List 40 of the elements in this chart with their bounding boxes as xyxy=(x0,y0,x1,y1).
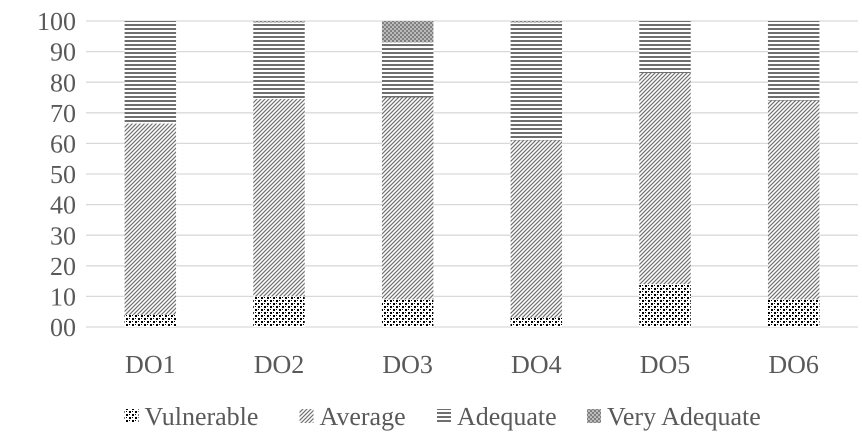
bar xyxy=(253,22,305,100)
y-tick-label: 30 xyxy=(50,221,76,250)
bar xyxy=(768,21,820,101)
y-tick-label: 90 xyxy=(50,38,76,67)
bar xyxy=(639,21,691,74)
bar xyxy=(124,314,176,327)
x-tick-label: DO6 xyxy=(768,350,819,379)
bar xyxy=(768,299,820,327)
x-tick-label: DO3 xyxy=(382,350,433,379)
y-tick-label: 80 xyxy=(50,68,76,98)
x-tick-label: DO2 xyxy=(254,350,304,379)
bar xyxy=(639,73,691,284)
y-tick-label: 20 xyxy=(50,252,76,281)
x-tick-label: DO4 xyxy=(511,350,562,379)
y-tick-label: 40 xyxy=(50,190,76,220)
legend-label: Adequate xyxy=(457,402,557,431)
bar xyxy=(124,124,176,315)
bar xyxy=(768,100,820,300)
y-tick-label: 10 xyxy=(50,282,76,312)
bar xyxy=(253,99,305,296)
bar xyxy=(382,42,434,98)
bar xyxy=(510,318,562,327)
bar xyxy=(124,21,176,124)
bar xyxy=(510,22,562,140)
x-tick-label: DO1 xyxy=(125,350,176,379)
y-tick-label: 00 xyxy=(50,313,76,342)
bar xyxy=(253,296,305,327)
bar xyxy=(382,21,434,42)
y-tick-label: 100 xyxy=(37,7,76,36)
legend-label: Average xyxy=(320,402,406,431)
bar xyxy=(382,98,434,300)
y-tick-label: 60 xyxy=(50,130,76,158)
legend-label: Very Adequate xyxy=(607,402,761,431)
bar xyxy=(639,284,691,327)
legend-label: Vulnerable xyxy=(144,402,258,431)
x-tick-label: DO5 xyxy=(640,350,690,379)
y-tick-label: 70 xyxy=(50,98,76,128)
bar xyxy=(382,299,434,327)
y-tick-label: 50 xyxy=(50,160,76,190)
bar xyxy=(510,140,562,318)
